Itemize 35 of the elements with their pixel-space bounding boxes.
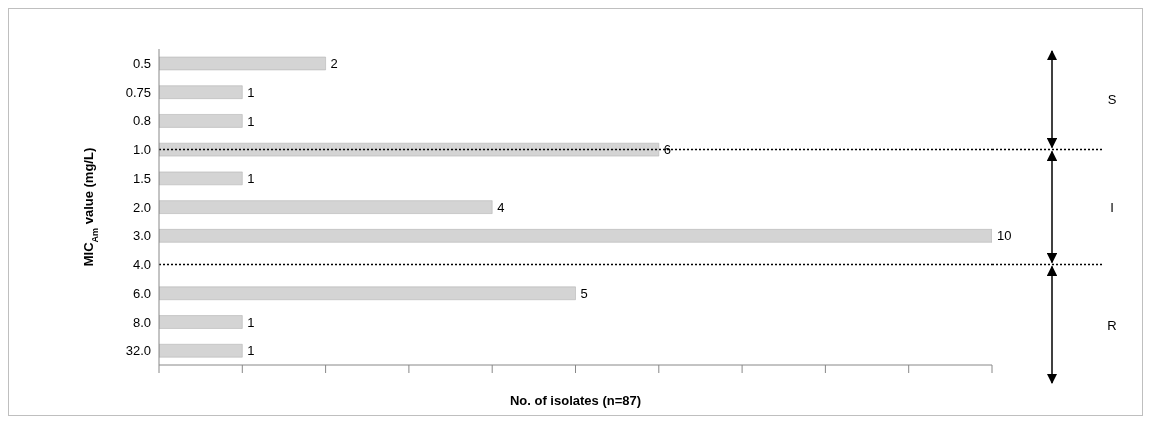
y-tick-label: 1.0 [132,142,151,158]
y-tick-label: 1.5 [132,170,151,186]
bar [159,315,243,329]
text: S [1107,92,1117,108]
data-label: 1 [247,113,255,129]
bar [159,344,243,358]
data-label: 1 [247,170,255,186]
text: R [1107,317,1117,333]
y-tick-label: 32.0 [125,343,151,359]
y-tick-label: 0.8 [132,113,151,129]
bar [159,171,243,186]
bar [159,85,243,99]
data-label: 4 [497,199,505,215]
data-label: 1 [247,314,255,330]
bar [159,286,576,300]
data-label: 5 [580,285,588,301]
y-tick-label: 3.0 [132,228,151,244]
y-tick-label: 6.0 [132,285,151,301]
x-axis-title: No. of isolates (n=87) [509,393,642,408]
data-label: 1 [247,343,255,359]
data-label: 2 [330,56,338,72]
bar [159,200,493,214]
y-tick-label: 2.0 [132,199,151,215]
data-label: 6 [663,142,672,158]
bar [159,56,326,71]
y-tick-label: 0.75 [125,84,151,100]
data-label: 10 [997,228,1012,244]
y-tick-label: 4.0 [132,257,151,273]
y-tick-label: 0.5 [132,55,151,71]
bar [159,114,243,128]
data-label: 1 [247,84,255,100]
bar [159,229,992,243]
y-tick-label: 8.0 [132,314,151,330]
bar [159,142,660,157]
text: I [1110,200,1114,215]
